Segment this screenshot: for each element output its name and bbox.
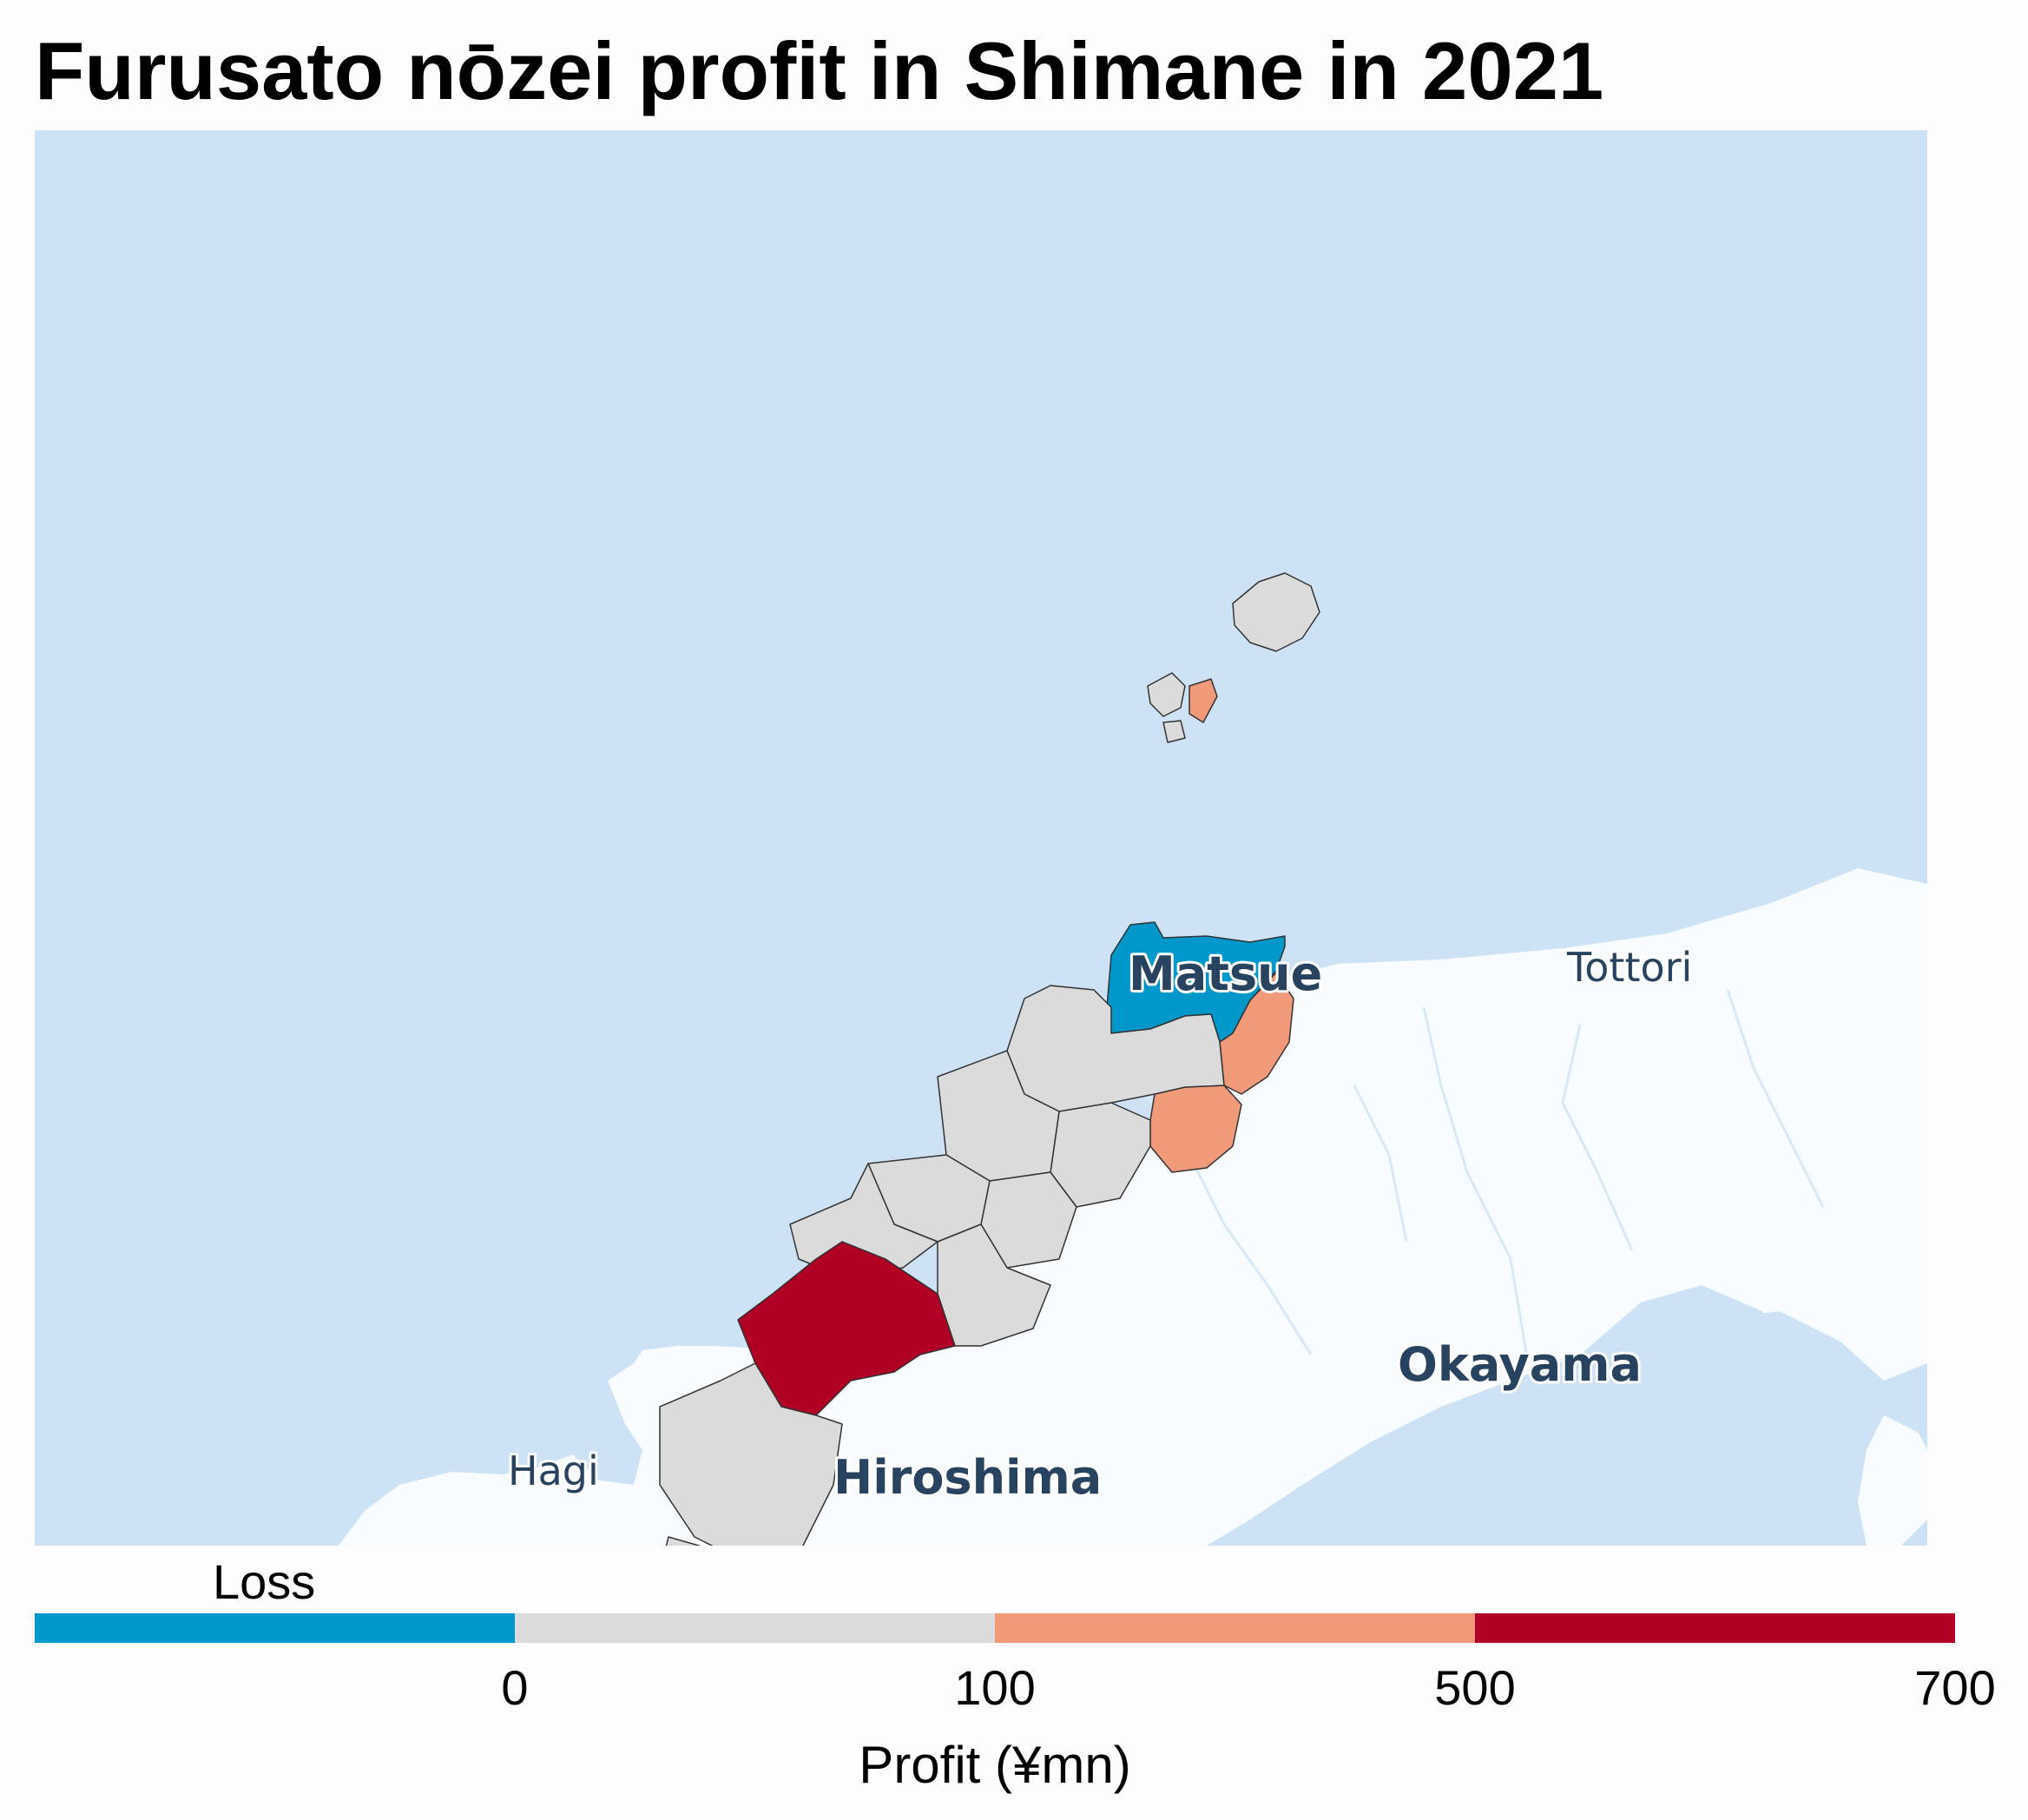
legend-bin-500-700 (1475, 1613, 1955, 1643)
label-hagi: Hagi (508, 1447, 599, 1494)
muni-tsuwano[interactable] (660, 1536, 747, 1546)
awaji-island (1858, 1415, 1927, 1546)
muni-masuda[interactable] (659, 1362, 843, 1546)
muni-chibu[interactable] (1162, 720, 1186, 743)
legend-tick-500: 500 (1434, 1660, 1516, 1715)
legend-colorbar (35, 1613, 1955, 1643)
map-canvas: Matsue Tottori Okayama Hiroshima Hagi (35, 130, 1927, 1546)
label-tottori: Tottori (1566, 944, 1692, 991)
legend-axis-label: Profit (¥mn) (859, 1736, 1131, 1794)
muni-yasugi[interactable] (1219, 972, 1294, 1095)
legend-bin-100-500 (995, 1613, 1475, 1643)
muni-ama[interactable] (1188, 678, 1218, 723)
map[interactable]: Matsue Tottori Okayama Hiroshima Hagi (35, 130, 1927, 1546)
label-hiroshima: Hiroshima (833, 1450, 1102, 1505)
label-okayama: Okayama (1398, 1337, 1642, 1392)
legend-tick-100: 100 (954, 1660, 1036, 1715)
muni-nishinoshima[interactable] (1147, 672, 1186, 717)
legend-tick-0: 0 (501, 1660, 529, 1715)
rivers (1144, 989, 1825, 1364)
muni-okinoshima[interactable] (1232, 572, 1320, 652)
label-matsue: Matsue (1129, 946, 1322, 1001)
legend-bin-0-100 (515, 1613, 995, 1643)
legend-tick-700: 700 (1914, 1660, 1996, 1715)
legend-title: Loss (213, 1554, 316, 1609)
page-title: Furusato nōzei profit in Shimane in 2021 (35, 25, 1604, 116)
legend-bin-loss (35, 1613, 515, 1643)
inland-sea (1233, 1311, 1927, 1546)
